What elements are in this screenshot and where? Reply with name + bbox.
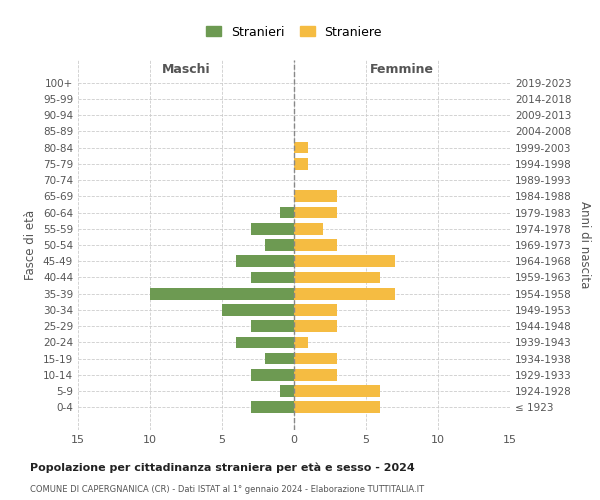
- Text: Femmine: Femmine: [370, 63, 434, 76]
- Bar: [251, 223, 294, 234]
- Bar: [294, 369, 337, 380]
- Bar: [294, 239, 337, 251]
- Bar: [251, 320, 294, 332]
- Bar: [294, 223, 323, 234]
- Bar: [294, 320, 337, 332]
- Text: Maschi: Maschi: [161, 63, 211, 76]
- Bar: [294, 190, 337, 202]
- Bar: [294, 256, 395, 267]
- Bar: [265, 239, 294, 251]
- Legend: Stranieri, Straniere: Stranieri, Straniere: [202, 22, 386, 42]
- Bar: [294, 402, 380, 413]
- Bar: [251, 272, 294, 283]
- Bar: [265, 353, 294, 364]
- Bar: [280, 206, 294, 218]
- Bar: [236, 336, 294, 348]
- Bar: [294, 386, 380, 397]
- Bar: [251, 402, 294, 413]
- Bar: [251, 369, 294, 380]
- Bar: [236, 256, 294, 267]
- Bar: [222, 304, 294, 316]
- Bar: [294, 272, 380, 283]
- Bar: [280, 386, 294, 397]
- Y-axis label: Fasce di età: Fasce di età: [25, 210, 37, 280]
- Bar: [294, 158, 308, 170]
- Bar: [150, 288, 294, 300]
- Bar: [294, 336, 308, 348]
- Bar: [294, 304, 337, 316]
- Bar: [294, 206, 337, 218]
- Text: Popolazione per cittadinanza straniera per età e sesso - 2024: Popolazione per cittadinanza straniera p…: [30, 462, 415, 473]
- Text: COMUNE DI CAPERGNANICA (CR) - Dati ISTAT al 1° gennaio 2024 - Elaborazione TUTTI: COMUNE DI CAPERGNANICA (CR) - Dati ISTAT…: [30, 485, 424, 494]
- Bar: [294, 288, 395, 300]
- Bar: [294, 142, 308, 154]
- Bar: [294, 353, 337, 364]
- Y-axis label: Anni di nascita: Anni di nascita: [578, 202, 591, 288]
